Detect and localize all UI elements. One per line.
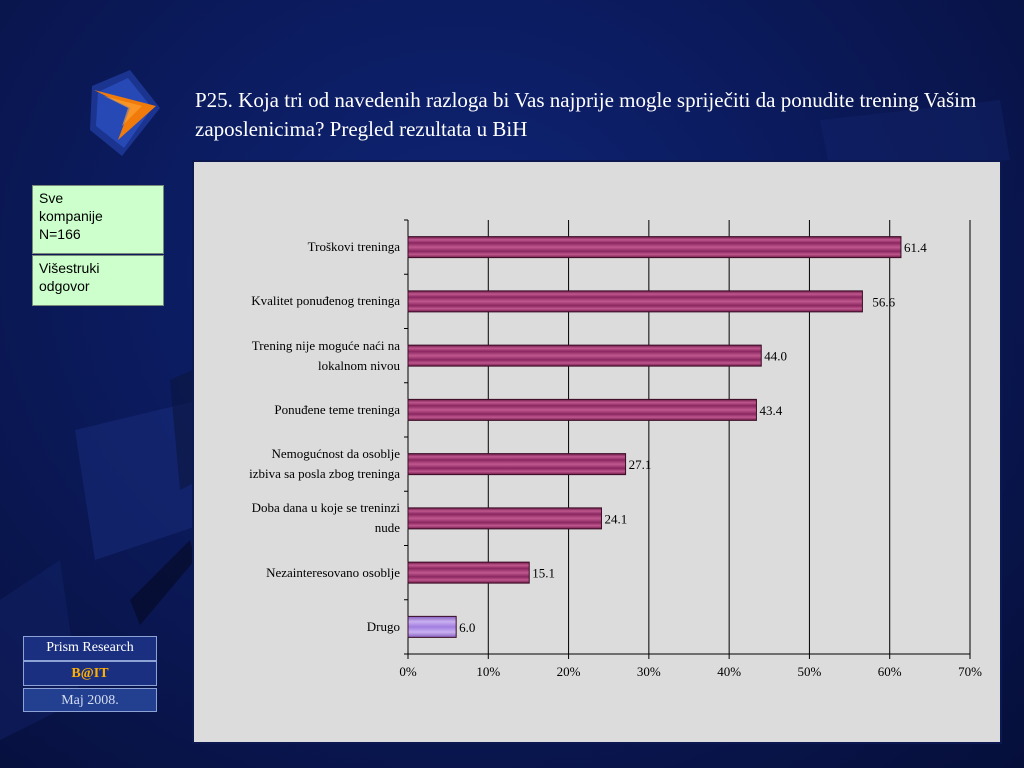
category-label-line: Troškovi treninga bbox=[307, 239, 400, 255]
answer-line-1: Višestruki bbox=[39, 260, 100, 276]
category-label-line: Kvalitet ponuđenog treninga bbox=[251, 293, 400, 309]
data-label: 61.4 bbox=[904, 240, 927, 255]
category-label-line: Trening nije moguće naći na bbox=[251, 337, 400, 353]
x-tick-label: 0% bbox=[399, 664, 417, 679]
category-label-line: Drugo bbox=[366, 618, 400, 634]
category-label: Nezainteresovano osoblje bbox=[210, 563, 400, 583]
x-tick-label: 40% bbox=[717, 664, 741, 679]
data-label: 6.0 bbox=[459, 620, 475, 635]
category-label: Trening nije moguće naći na lokalnom nivo… bbox=[210, 336, 400, 376]
page-title: P25. Koja tri od navedenih razloga bi Va… bbox=[195, 88, 977, 141]
category-label: Drugo bbox=[210, 617, 400, 637]
footer-company: Prism Research bbox=[23, 636, 157, 661]
x-tick-label: 10% bbox=[476, 664, 500, 679]
chart-frame: 0% 10% 20% 30% 40% 50% 60% 70% 61.4 56.6 44.0 43.4 2… bbox=[192, 160, 1002, 744]
x-tick-label: 30% bbox=[637, 664, 661, 679]
bar bbox=[407, 344, 762, 367]
x-tick-label: 50% bbox=[798, 664, 822, 679]
bar bbox=[407, 561, 530, 584]
x-tick-label: 60% bbox=[878, 664, 902, 679]
bar bbox=[407, 236, 902, 259]
category-label-line: Ponuđene teme treninga bbox=[274, 401, 400, 417]
bar-chart: 0% 10% 20% 30% 40% 50% 60% 70% 61.4 56.6 44.0 43.4 2… bbox=[399, 219, 982, 679]
category-label-line: Nemogućnost da osoblje bbox=[271, 446, 400, 462]
x-tick-label: 70% bbox=[958, 664, 982, 679]
category-label-line: lokalnom nivou bbox=[318, 357, 400, 373]
data-label: 15.1 bbox=[532, 566, 555, 581]
sample-line-2: kompanije bbox=[39, 208, 103, 224]
footer-date: Maj 2008. bbox=[23, 688, 157, 712]
sample-line-3: N=166 bbox=[39, 226, 81, 242]
category-label: Nemogućnost da osoblje izbiva sa posla zb… bbox=[210, 444, 400, 484]
sample-line-1: Sve bbox=[39, 190, 64, 206]
category-label-line: Doba dana u koje se treninzi bbox=[251, 500, 400, 516]
data-label: 27.1 bbox=[629, 457, 652, 472]
answer-line-2: odgovor bbox=[39, 278, 90, 294]
category-label-line: Nezainteresovano osoblje bbox=[266, 564, 400, 580]
category-label-line: nude bbox=[374, 520, 400, 536]
data-label: 44.0 bbox=[764, 349, 787, 364]
sample-info-box: Sve kompanije N=166 bbox=[32, 185, 164, 254]
prism-logo-icon bbox=[90, 70, 160, 156]
footer-company-text: Prism Research bbox=[46, 640, 134, 655]
bar bbox=[407, 507, 602, 530]
answer-type-box: Višestruki odgovor bbox=[32, 255, 164, 306]
bar bbox=[407, 615, 457, 638]
footer-brand: B@IT bbox=[23, 661, 157, 686]
bar bbox=[407, 290, 863, 313]
category-label: Kvalitet ponuđenog treninga bbox=[210, 291, 400, 311]
x-tick-label: 20% bbox=[557, 664, 581, 679]
category-label: Troškovi treninga bbox=[210, 237, 400, 257]
data-label: 56.6 bbox=[872, 294, 895, 309]
data-label: 24.1 bbox=[604, 511, 627, 526]
category-label: Doba dana u koje se treninzi nude bbox=[210, 498, 400, 538]
data-label: 43.4 bbox=[759, 403, 782, 418]
category-label-line: izbiva sa posla zbog treninga bbox=[249, 466, 400, 482]
bar bbox=[407, 453, 627, 476]
category-label: Ponuđene teme treninga bbox=[210, 400, 400, 420]
bar bbox=[407, 398, 757, 421]
